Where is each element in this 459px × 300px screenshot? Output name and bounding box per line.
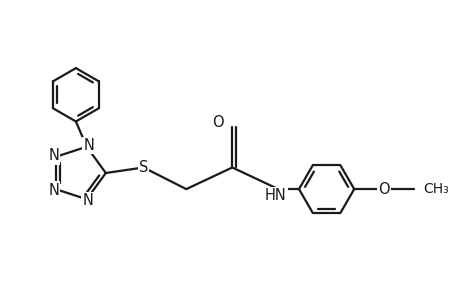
Text: S: S [139,160,148,175]
Text: CH₃: CH₃ [422,182,448,196]
Text: O: O [212,115,224,130]
Text: N: N [84,138,94,153]
Text: N: N [82,193,93,208]
Text: N: N [48,148,59,164]
Text: O: O [377,182,389,196]
Text: N: N [48,183,59,198]
Text: HN: HN [264,188,286,203]
